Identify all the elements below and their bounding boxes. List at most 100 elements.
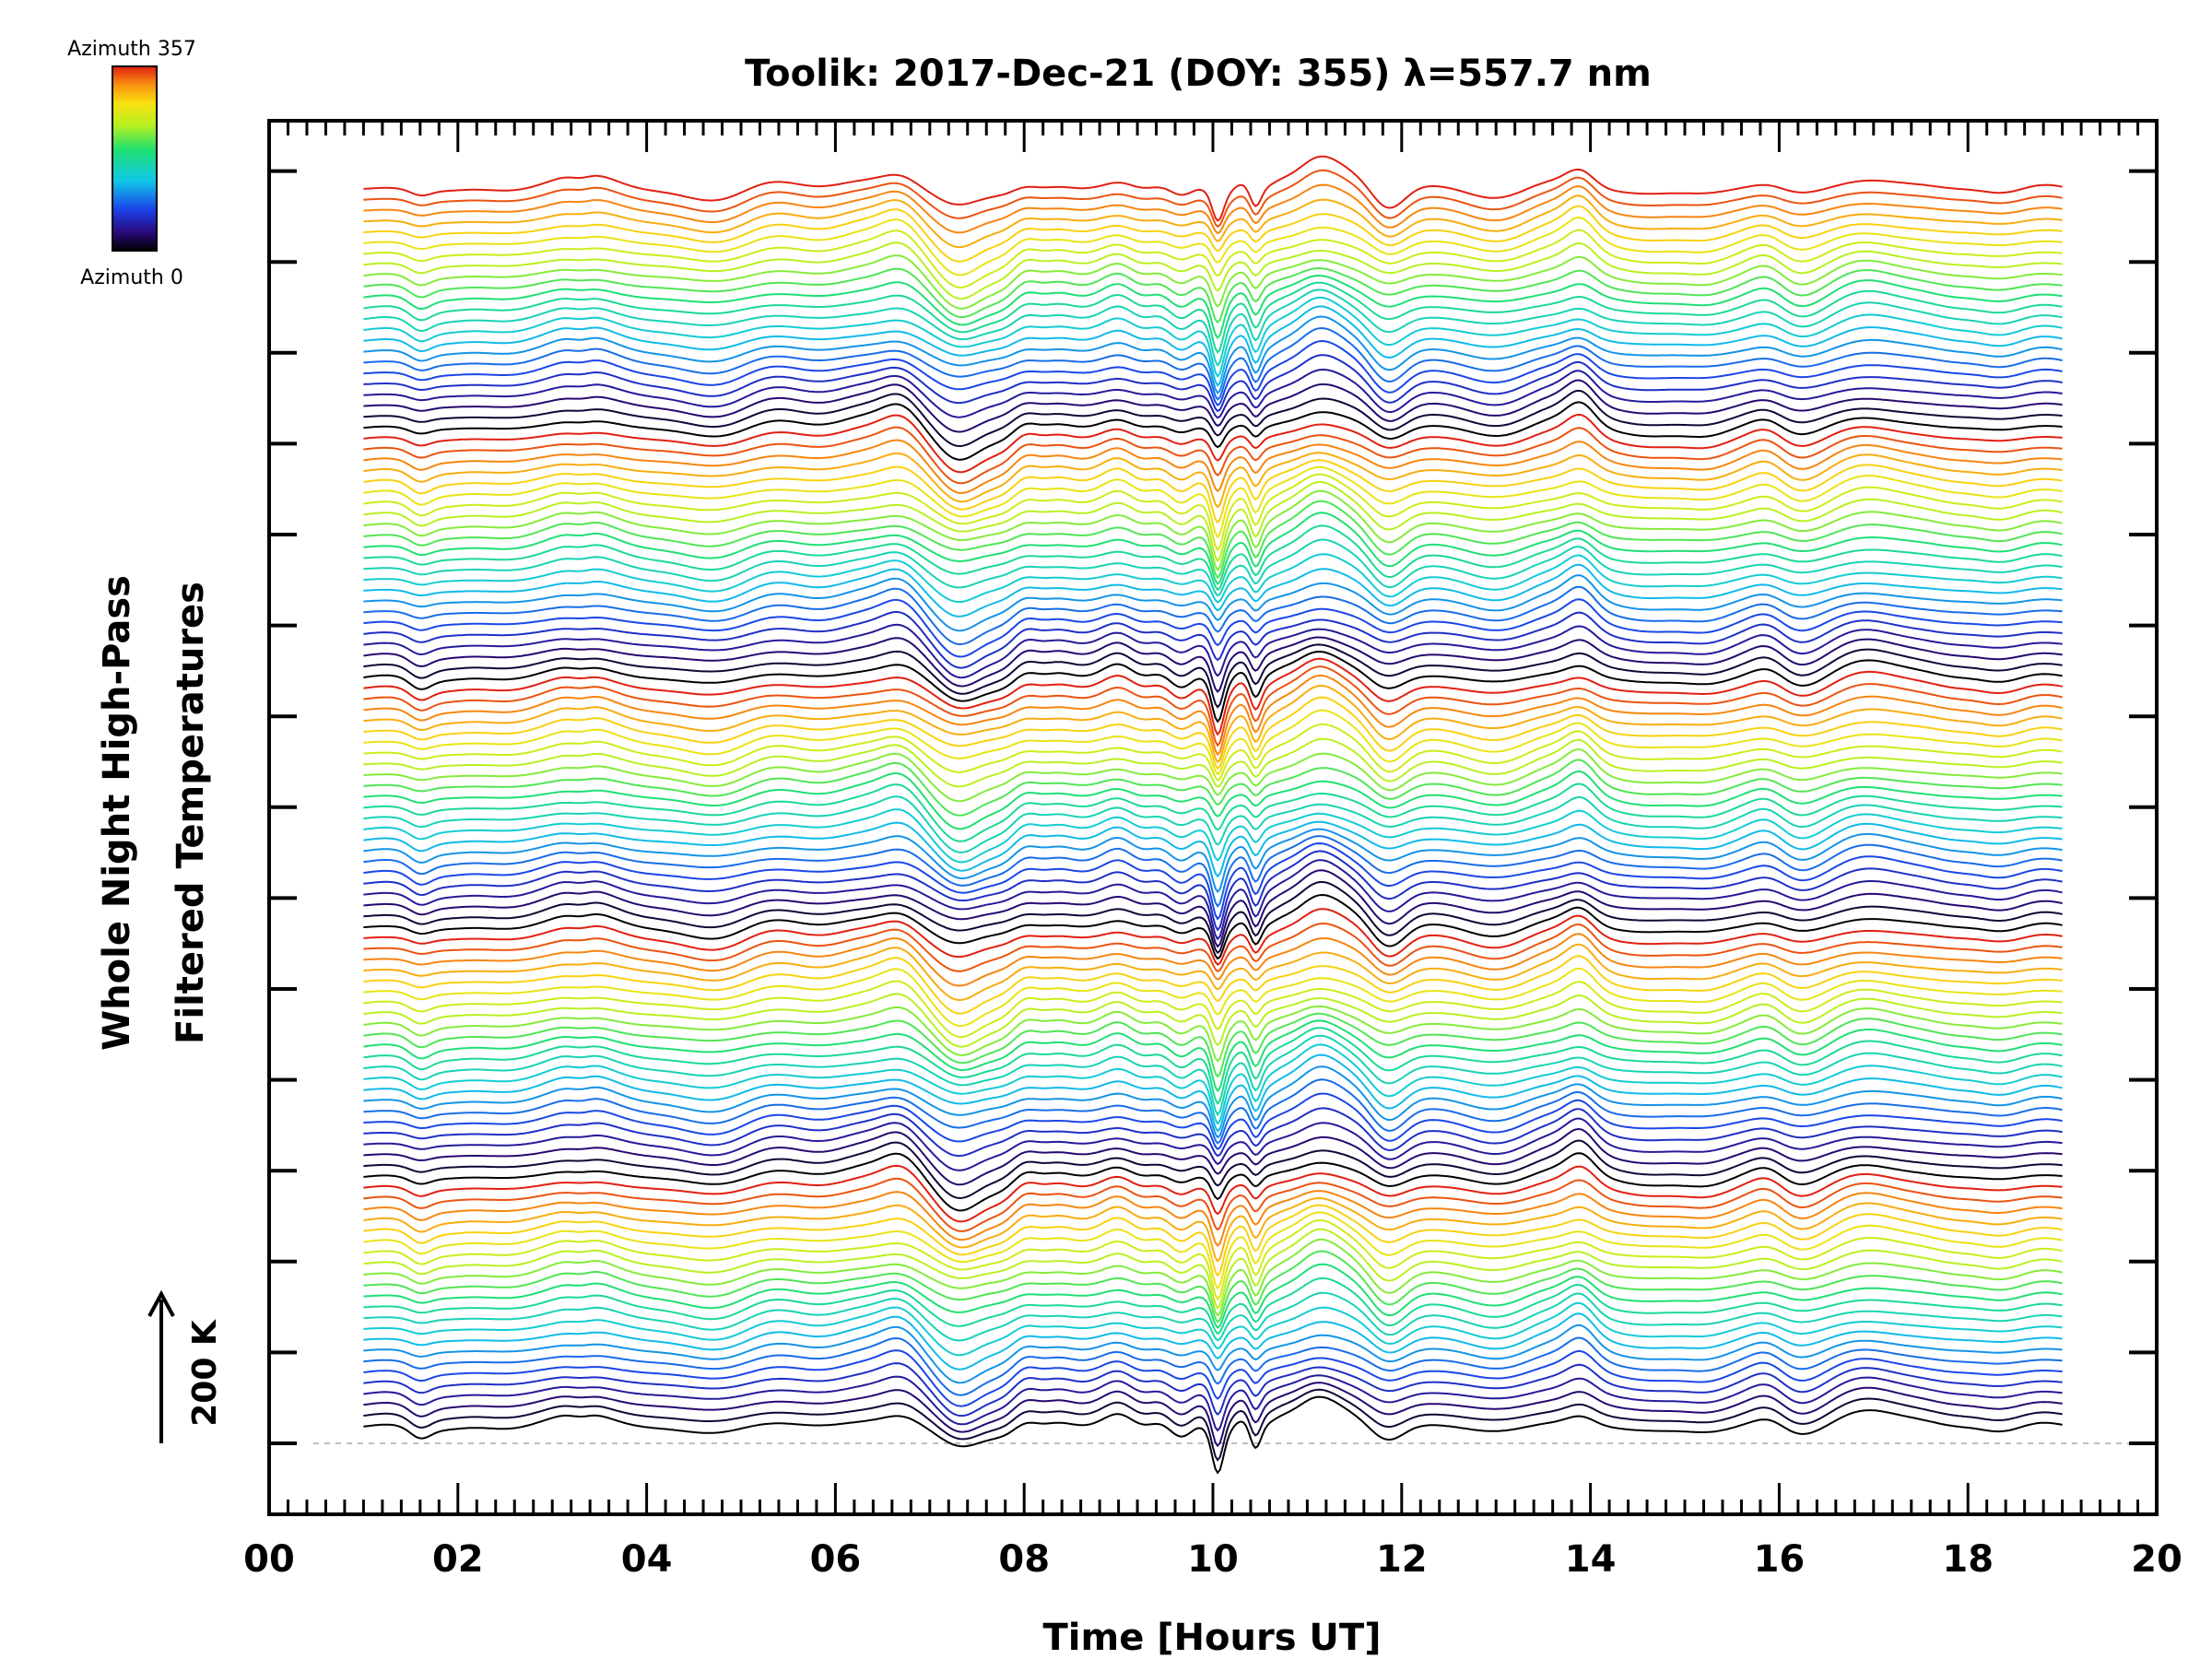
series-line-54: [363, 820, 2063, 878]
series-line-7: [363, 1324, 2063, 1384]
series-line-53: [363, 828, 2063, 894]
series-line-49: [363, 859, 2063, 941]
series-line-90: [363, 426, 2063, 485]
scale-bar: 200 K: [147, 1289, 224, 1443]
series-line-86: [363, 465, 2063, 539]
x-tick-label: 00: [243, 1538, 295, 1581]
y-axis-label-line2: Filtered Temperatures: [170, 582, 212, 1044]
series-line-94: [363, 379, 2063, 433]
series-line-43: [363, 933, 2063, 987]
colorbar-top-label: Azimuth 357: [67, 38, 196, 61]
series-line-93: [363, 389, 2063, 448]
series-line-3: [363, 1374, 2063, 1432]
series-line-4: [363, 1362, 2063, 1418]
series-line-18: [363, 1204, 2063, 1277]
series-line-11: [363, 1277, 2063, 1335]
x-tick-label: 08: [998, 1538, 1050, 1581]
series-line-30: [363, 1065, 2063, 1139]
series-line-27: [363, 1107, 2063, 1158]
series-line-36: [363, 1012, 2063, 1078]
series-line-31: [363, 1053, 2063, 1133]
series-line-109: [363, 217, 2063, 276]
series-line-105: [363, 266, 2063, 324]
series-line-56: [363, 795, 2063, 853]
x-tick-label: 16: [1754, 1538, 1806, 1581]
series-line-81: [363, 512, 2063, 586]
series-line-87: [363, 459, 2063, 524]
series-line-97: [363, 339, 2063, 406]
series-line-32: [363, 1043, 2063, 1125]
series-line-33: [363, 1034, 2063, 1116]
series-line-2: [363, 1382, 2063, 1448]
series-line-68: [363, 657, 2063, 736]
series-line-37: [363, 1005, 2063, 1063]
series-line-95: [363, 368, 2063, 419]
series-line-82: [363, 500, 2063, 580]
series-line-76: [363, 574, 2063, 632]
series-line-1: [363, 1388, 2063, 1462]
series-line-89: [363, 439, 2063, 494]
series-line-71: [363, 636, 2063, 693]
series-line-69: [363, 650, 2063, 724]
series-line-102: [363, 288, 2063, 367]
series-line-114: [363, 155, 2063, 222]
series-line-14: [363, 1238, 2063, 1317]
series-line-47: [363, 880, 2063, 955]
series-line-46: [363, 893, 2063, 960]
series-line-88: [363, 452, 2063, 509]
scale-bar-arrowhead: [147, 1289, 175, 1317]
series-line-35: [363, 1019, 2063, 1093]
series-line-85: [363, 473, 2063, 552]
series-line-100: [363, 305, 2063, 387]
series-line-104: [363, 274, 2063, 340]
series-line-50: [363, 850, 2063, 932]
series-line-64: [363, 696, 2063, 771]
series-line-78: [363, 553, 2063, 604]
colorbar-gradient: [112, 65, 158, 252]
axes: [267, 119, 2159, 1516]
series-line-17: [363, 1211, 2063, 1290]
x-tick-label: 02: [432, 1538, 484, 1581]
series-line-107: [363, 241, 2063, 300]
series-line-106: [363, 254, 2063, 310]
x-tick-label: 06: [810, 1538, 862, 1581]
series-line-22: [363, 1164, 2063, 1223]
series-line-65: [363, 684, 2063, 764]
x-tick-label: 18: [1942, 1538, 1994, 1581]
series-line-0: [363, 1395, 2063, 1475]
series-line-38: [363, 993, 2063, 1048]
series-line-41: [363, 955, 2063, 1015]
series-line-92: [363, 401, 2063, 461]
series-line-24: [363, 1139, 2063, 1200]
series-line-75: [363, 585, 2063, 646]
series-line-103: [363, 281, 2063, 354]
series-line-19: [363, 1196, 2063, 1263]
series-line-16: [363, 1218, 2063, 1301]
colorbar: Azimuth 357 Azimuth 0: [67, 38, 196, 289]
series-line-112: [363, 183, 2063, 235]
y-axis-label: Whole Night High-Pass Filtered Temperatu…: [96, 575, 212, 1051]
series-line-74: [363, 598, 2063, 658]
x-tick-label: 12: [1376, 1538, 1428, 1581]
series-line-58: [363, 770, 2063, 830]
series-line-20: [363, 1190, 2063, 1248]
series-line-83: [363, 489, 2063, 572]
series-line-10: [363, 1291, 2063, 1342]
series-line-101: [363, 296, 2063, 378]
series-line-79: [363, 538, 2063, 597]
series-line-110: [363, 205, 2063, 263]
series-line-113: [363, 169, 2063, 229]
series-line-77: [363, 563, 2063, 618]
x-tick-label: 10: [1187, 1538, 1239, 1581]
series-line-108: [363, 229, 2063, 288]
series-line-70: [363, 643, 2063, 709]
series-line-91: [363, 413, 2063, 474]
series-line-6: [363, 1336, 2063, 1396]
series-line-23: [363, 1152, 2063, 1212]
series-line-57: [363, 782, 2063, 842]
series-line-5: [363, 1349, 2063, 1407]
series-line-66: [363, 674, 2063, 757]
series-line-80: [363, 524, 2063, 592]
series-line-52: [363, 835, 2063, 908]
x-tick-label: 20: [2131, 1538, 2183, 1581]
